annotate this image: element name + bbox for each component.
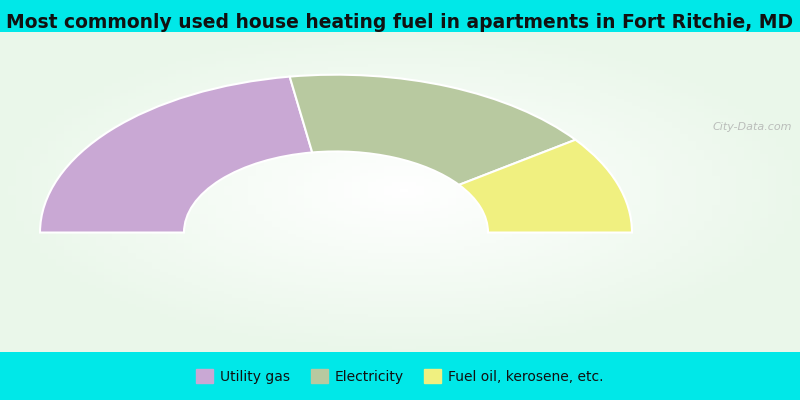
- Wedge shape: [290, 75, 575, 185]
- Text: City-Data.com: City-Data.com: [713, 122, 792, 132]
- Text: Most commonly used house heating fuel in apartments in Fort Ritchie, MD: Most commonly used house heating fuel in…: [6, 12, 794, 32]
- Wedge shape: [40, 77, 312, 232]
- Legend: Utility gas, Electricity, Fuel oil, kerosene, etc.: Utility gas, Electricity, Fuel oil, kero…: [191, 364, 609, 390]
- Wedge shape: [459, 140, 632, 232]
